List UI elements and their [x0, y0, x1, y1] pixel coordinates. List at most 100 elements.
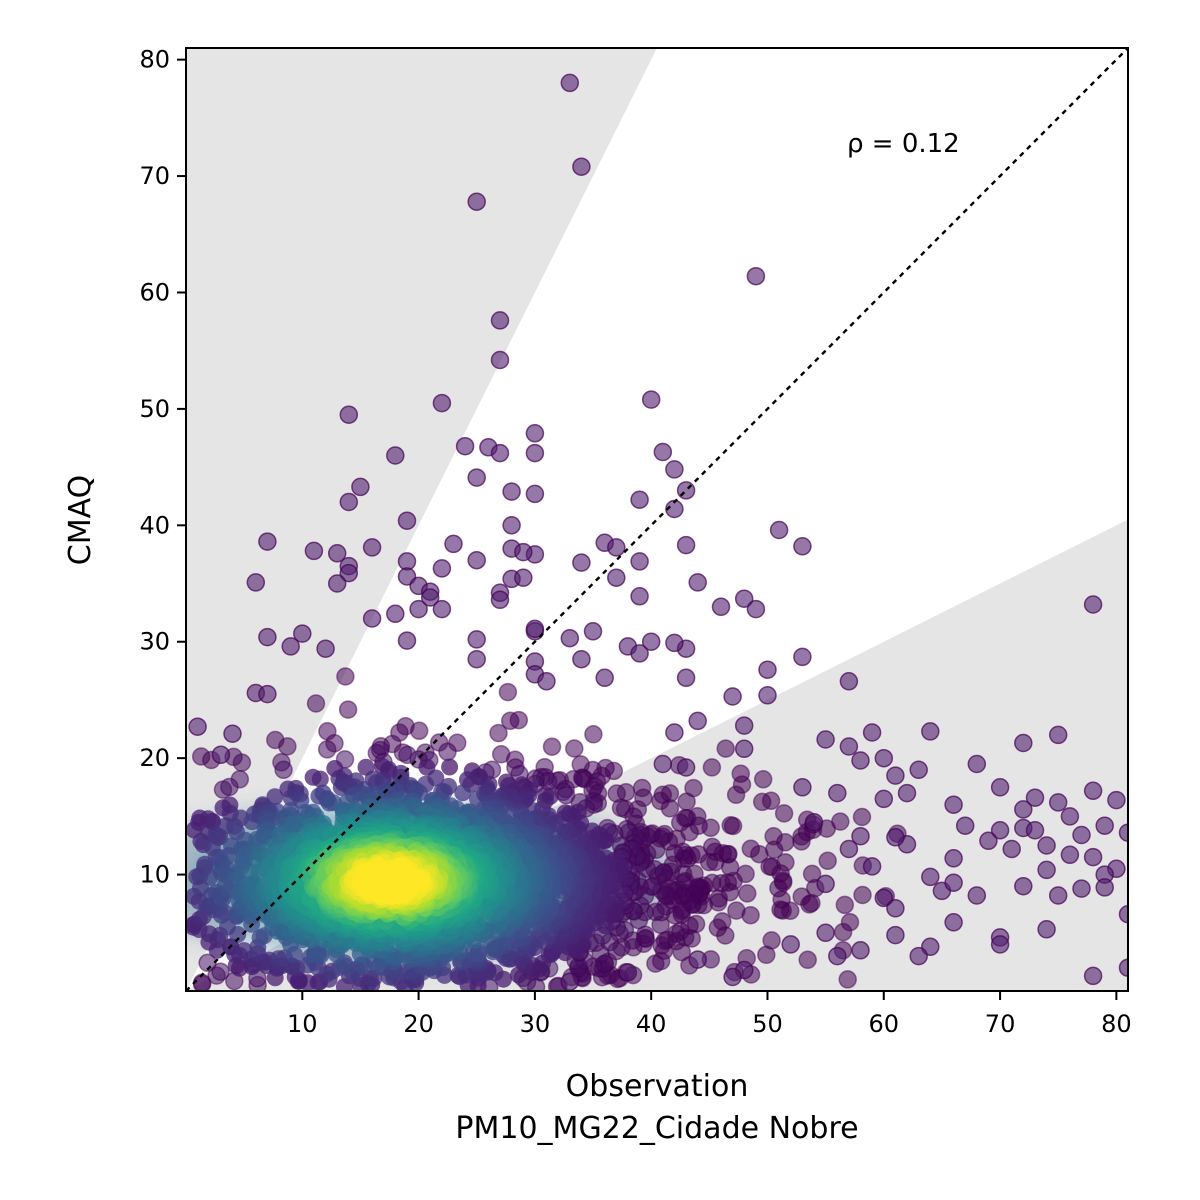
data-point [653, 754, 673, 774]
data-point [525, 619, 545, 639]
data-point [311, 770, 329, 788]
data-point [792, 832, 811, 851]
data-point [362, 538, 382, 557]
data-point [944, 913, 963, 932]
data-point [921, 867, 940, 887]
data-point [967, 754, 987, 774]
data-point [688, 950, 707, 969]
data-point [967, 886, 987, 905]
data-point [723, 687, 742, 706]
data-point [835, 895, 855, 915]
data-point [1048, 793, 1068, 812]
data-point [502, 516, 521, 535]
data-point [653, 442, 673, 462]
y-tick-label: 50 [139, 395, 170, 423]
data-point [665, 723, 684, 742]
data-point [1107, 790, 1126, 810]
data-point [444, 534, 463, 554]
data-point [556, 785, 576, 805]
data-point [420, 588, 440, 607]
data-point [793, 647, 812, 667]
data-point [851, 751, 870, 770]
data-point [584, 725, 603, 744]
data-point [565, 739, 584, 758]
data-point [246, 573, 266, 592]
x-axis-label: Observation [566, 1069, 749, 1104]
data-point [490, 590, 510, 610]
data-point [258, 684, 277, 704]
data-point [243, 813, 261, 831]
data-point [490, 350, 510, 370]
data-point [232, 753, 252, 772]
data-point [641, 390, 661, 409]
y-tick-label: 80 [139, 46, 170, 74]
data-point [397, 511, 417, 530]
data-point [595, 668, 614, 688]
data-point [990, 935, 1010, 954]
data-point [607, 568, 626, 587]
x-tick-label: 40 [636, 1010, 667, 1038]
data-point [804, 812, 824, 832]
data-point [498, 682, 518, 702]
data-point [862, 857, 882, 876]
data-point [862, 723, 882, 742]
data-point [537, 672, 556, 691]
identity-line [186, 48, 1128, 991]
data-point [525, 484, 545, 504]
data-point [708, 918, 728, 938]
data-point [618, 963, 638, 982]
data-point [909, 760, 928, 780]
shaded-region-upper [186, 48, 657, 991]
data-point [502, 482, 521, 501]
data-point [351, 477, 370, 497]
data-point [746, 266, 766, 286]
data-point [944, 795, 963, 814]
data-point [793, 778, 812, 797]
data-point [397, 631, 417, 650]
y-tick-label: 20 [139, 744, 170, 772]
data-point [464, 944, 482, 962]
data-point [955, 816, 975, 835]
data-point [229, 926, 247, 943]
data-point [646, 954, 665, 973]
data-point [727, 901, 746, 920]
data-point [886, 925, 905, 945]
data-point [816, 923, 835, 943]
x-axis-sublabel: PM10_MG22_Cidade Nobre [455, 1111, 858, 1146]
data-point [1048, 886, 1068, 905]
data-point [560, 628, 580, 648]
data-point [583, 622, 603, 641]
data-point [258, 532, 277, 551]
data-point [467, 630, 486, 649]
data-point [665, 460, 684, 479]
data-point [327, 574, 347, 593]
data-point [630, 587, 649, 606]
data-point [317, 740, 337, 759]
data-point [723, 967, 742, 987]
data-point [432, 393, 452, 413]
data-point [839, 737, 859, 756]
x-tick-label: 60 [869, 1010, 900, 1038]
data-point [738, 884, 757, 903]
data-point [385, 872, 403, 890]
data-point [909, 946, 928, 966]
data-point [467, 468, 486, 487]
data-point [944, 849, 963, 868]
data-point [386, 446, 405, 465]
data-point [258, 627, 277, 647]
data-point [758, 686, 777, 705]
data-point [1072, 879, 1091, 898]
data-point [655, 931, 675, 951]
data-point [816, 730, 835, 749]
data-point [490, 311, 510, 330]
data-point [781, 935, 800, 954]
data-point [641, 632, 661, 651]
data-point [676, 668, 696, 688]
data-point [852, 807, 872, 827]
data-point [670, 813, 690, 832]
data-point [1083, 781, 1103, 801]
data-point [1048, 725, 1068, 745]
data-point [818, 851, 837, 871]
data-point [1025, 788, 1045, 807]
data-point [651, 791, 670, 811]
